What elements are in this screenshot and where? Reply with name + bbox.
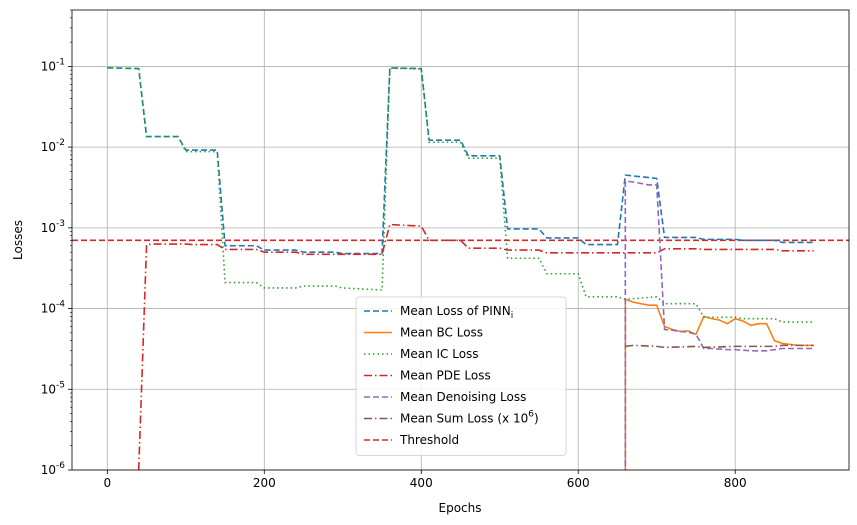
x-tick-label: 0 [103, 476, 111, 490]
legend-label: Mean BC Loss [400, 326, 483, 340]
series-line-6 [625, 344, 814, 349]
x-tick-label: 200 [253, 476, 276, 490]
legend-label: Mean Denoising Loss [400, 390, 526, 404]
legend-label: Mean Sum Loss (x 106) [400, 410, 539, 426]
legend-label: Threshold [399, 433, 459, 447]
x-axis-ticks: 0 200 400 600 800 [103, 470, 747, 490]
legend-label: Mean IC Loss [400, 347, 479, 361]
y-tick-label: 10-2​ [41, 138, 65, 154]
x-axis-label: Epochs [439, 501, 482, 515]
series-line-4 [137, 223, 814, 470]
legend-label: Mean Loss of PINNi [400, 304, 513, 321]
legend: Mean Loss of PINNi Mean BC Loss Mean IC Lo… [355, 296, 567, 456]
series-lines [107, 67, 814, 470]
x-tick-label: 400 [410, 476, 433, 490]
x-tick-label: 600 [567, 476, 590, 490]
legend-label: Mean PDE Loss [400, 369, 491, 383]
legend-box [355, 296, 567, 456]
y-tick-label: 10-4​ [41, 300, 66, 316]
y-axis-label: Losses [11, 220, 25, 260]
y-tick-label: 10-1​ [41, 57, 65, 73]
y-tick-label: 10-5​ [41, 380, 65, 396]
plot-frame [71, 9, 850, 471]
y-axis-ticks: 10-6​ 10-5​ 10-4​ 10-3​ 10-2​ 10-1​ [41, 9, 72, 477]
series-line-5 [624, 180, 814, 470]
series-line-3 [107, 67, 814, 323]
y-tick-label: 10-3​ [41, 219, 65, 235]
x-tick-label: 800 [724, 476, 747, 490]
grid [72, 10, 849, 471]
y-tick-label: 10-6​ [41, 461, 66, 477]
series-line-2 [624, 298, 814, 470]
